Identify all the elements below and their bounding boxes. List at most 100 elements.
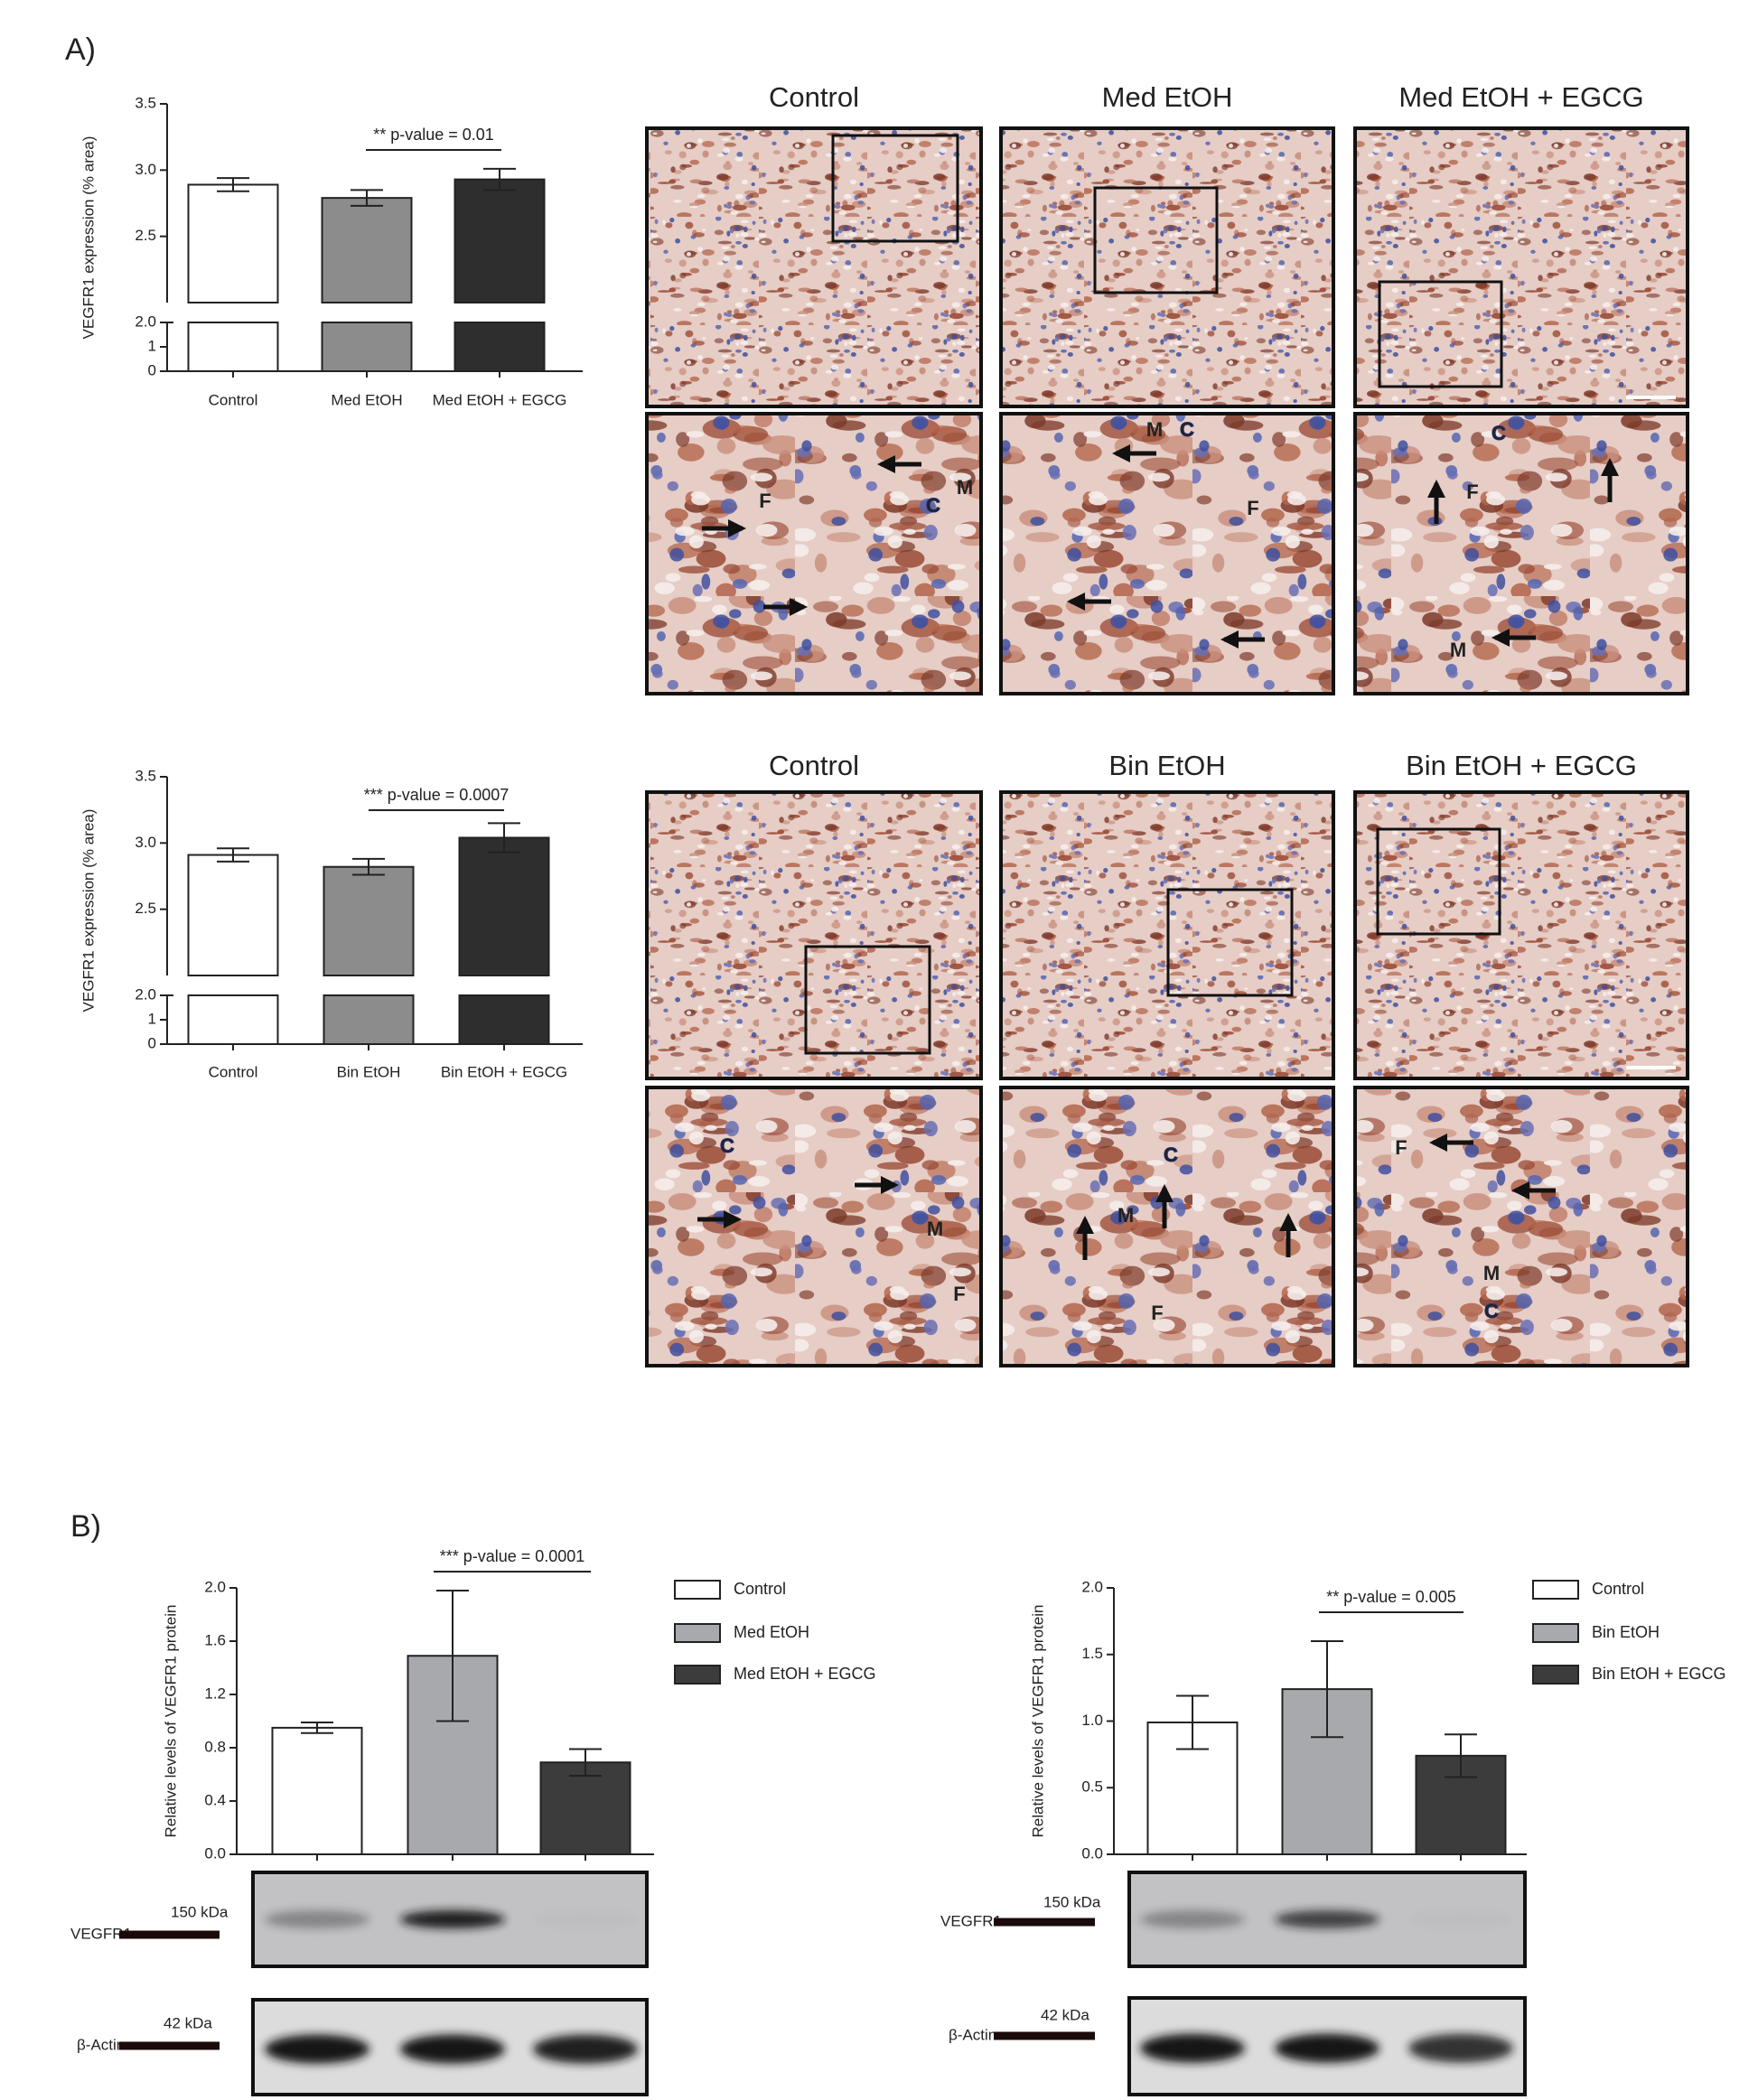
panel-label: B) — [70, 1509, 101, 1544]
blot-band — [1408, 1910, 1513, 1928]
cell-label: M — [957, 476, 973, 499]
micrograph-title: Bin EtOH + EGCG — [1406, 750, 1637, 781]
panel-label: A) — [65, 33, 96, 67]
y-tick-label: 1.5 — [1081, 1645, 1103, 1662]
cell-label: C — [1164, 1143, 1178, 1166]
bar — [539, 1761, 631, 1855]
bar — [458, 836, 550, 977]
bar — [187, 854, 279, 976]
blot-band — [400, 2034, 505, 2064]
cell-label: F — [759, 490, 771, 512]
blot-band — [265, 2034, 369, 2064]
cell-label: C — [926, 494, 940, 517]
y-tick-label: 2.0 — [135, 985, 156, 1003]
y-axis-label: Relative levels of VEGFR1 protein — [162, 1605, 179, 1838]
bar-base — [321, 322, 413, 372]
blot-label: β-Actin — [949, 2026, 996, 2043]
y-tick-label: 2.0 — [1081, 1578, 1103, 1595]
legend-swatch — [674, 1623, 721, 1643]
micrograph — [1353, 790, 1689, 1080]
blot-band — [1408, 2033, 1513, 2063]
bar — [187, 183, 279, 303]
inset-box — [1378, 280, 1503, 388]
micrograph — [999, 126, 1335, 408]
blot-label: β-Actin — [77, 2036, 125, 2053]
cell-label: F — [953, 1283, 965, 1305]
y-tick-label: 0 — [148, 361, 156, 378]
micrograph-title: Med EtOH + EGCG — [1398, 81, 1643, 113]
y-tick-label: 1.0 — [1081, 1712, 1103, 1729]
micrograph-zoom — [999, 412, 1335, 695]
cell-label: M — [1117, 1204, 1134, 1227]
blot-size: 150 kDa — [171, 1903, 229, 1920]
legend-swatch — [1532, 1580, 1579, 1600]
legend-swatch — [1532, 1623, 1579, 1643]
y-tick-label: 0.4 — [204, 1791, 226, 1808]
cell-label: F — [1151, 1302, 1163, 1324]
inset-box — [1166, 888, 1294, 997]
bar — [323, 865, 415, 977]
blot-band — [1140, 1910, 1245, 1928]
y-tick-label: 1.2 — [204, 1685, 226, 1702]
cell-label: C — [1484, 1300, 1499, 1322]
legend-label: Med EtOH + EGCG — [734, 1665, 876, 1683]
cell-label: C — [1180, 418, 1194, 441]
cell-label: F — [1247, 497, 1258, 519]
blot-size: 42 kDa — [164, 2014, 212, 2031]
blot-band — [533, 1910, 638, 1928]
y-tick-label: 3.5 — [135, 94, 156, 111]
cell-label: F — [1466, 481, 1478, 503]
cell-label: M — [1146, 418, 1163, 441]
inset-box — [831, 134, 959, 243]
micrograph-title: Med EtOH — [1102, 81, 1233, 113]
legend-label: Control — [734, 1580, 786, 1598]
p-value-annotation: ** p-value = 0.005 — [1326, 1588, 1456, 1606]
legend-swatch — [1532, 1665, 1579, 1685]
inset-box — [1093, 186, 1219, 294]
y-tick-label: 3.0 — [135, 834, 156, 851]
p-value-annotation: ** p-value = 0.01 — [373, 126, 494, 144]
x-tick-label: Bin EtOH + EGCG — [441, 1063, 567, 1080]
bar — [271, 1726, 363, 1855]
legend-label: Control — [1592, 1580, 1644, 1598]
bar-base — [187, 994, 279, 1045]
x-tick-label: Med EtOH + EGCG — [433, 391, 567, 408]
cell-label: M — [927, 1218, 943, 1240]
micrograph-title: Control — [769, 81, 859, 113]
micrograph-zoom — [645, 412, 983, 695]
micrograph-title: Bin EtOH — [1108, 750, 1225, 781]
blot-band — [400, 1910, 505, 1928]
y-axis-label: VEGFR1 expression (% area) — [79, 809, 97, 1013]
blot-label: VEGFR1 — [940, 1912, 1002, 1929]
x-tick-label: Med EtOH — [331, 391, 402, 408]
y-tick-label: 0.8 — [204, 1738, 226, 1755]
x-tick-label: Control — [209, 1063, 258, 1080]
blot-band — [265, 1910, 369, 1928]
blot-band — [1140, 2033, 1245, 2063]
micrograph — [645, 126, 983, 408]
y-axis-label: Relative levels of VEGFR1 protein — [1029, 1605, 1046, 1838]
cell-label: F — [1395, 1136, 1407, 1159]
inset-box — [1376, 827, 1501, 936]
x-tick-label: Bin EtOH — [337, 1063, 401, 1080]
y-tick-label: 3.0 — [135, 161, 156, 178]
y-tick-label: 0.0 — [1081, 1844, 1103, 1862]
x-tick-label: Control — [209, 391, 258, 408]
inset-box — [804, 945, 931, 1055]
y-tick-label: 1 — [148, 1010, 156, 1027]
blot-size: 42 kDa — [1041, 2006, 1089, 2023]
y-tick-label: 1.6 — [204, 1631, 226, 1648]
cell-label: C — [720, 1134, 734, 1157]
p-value-annotation: *** p-value = 0.0007 — [364, 786, 510, 804]
y-tick-label: 2.5 — [135, 227, 156, 244]
legend-swatch — [674, 1580, 721, 1600]
y-tick-label: 0.0 — [204, 1844, 226, 1862]
micrograph — [645, 790, 983, 1080]
blot-size: 150 kDa — [1043, 1893, 1101, 1910]
bar-base — [187, 322, 279, 372]
blot-band — [1275, 2033, 1379, 2063]
legend-label: Med EtOH — [734, 1623, 809, 1641]
bar — [454, 178, 546, 303]
legend-label: Bin EtOH — [1592, 1623, 1660, 1641]
